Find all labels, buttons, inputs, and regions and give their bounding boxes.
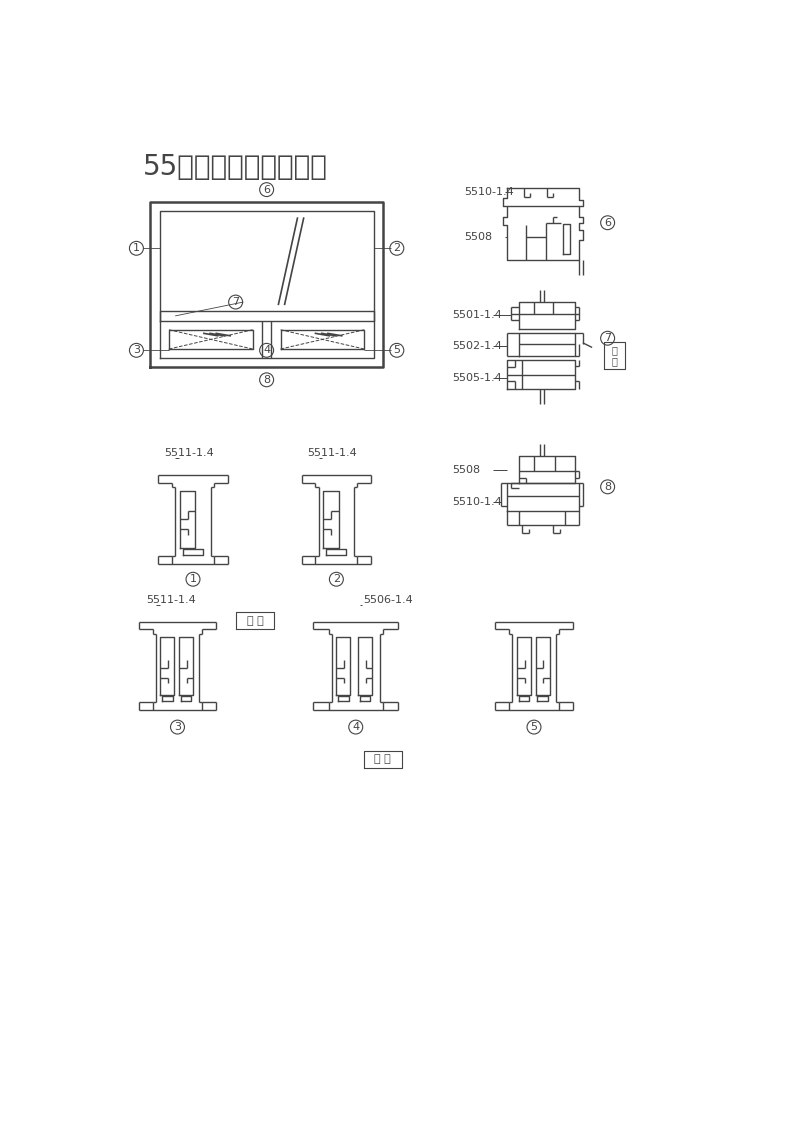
Text: 4: 4 (352, 722, 359, 732)
Text: 5508: 5508 (453, 465, 481, 475)
Text: 5502-1.4: 5502-1.4 (453, 340, 502, 351)
Text: 1: 1 (133, 243, 140, 253)
Text: 7: 7 (604, 334, 611, 343)
Text: 3: 3 (133, 345, 140, 355)
Text: 2: 2 (394, 243, 400, 253)
Text: 5505-1.4: 5505-1.4 (453, 373, 502, 383)
Text: 8: 8 (604, 482, 611, 492)
Text: 5501-1.4: 5501-1.4 (453, 310, 502, 320)
Text: 1: 1 (190, 575, 197, 585)
Text: 5508: 5508 (464, 232, 492, 242)
Text: 55系列外平开窗结构图: 55系列外平开窗结构图 (142, 154, 327, 181)
Text: 5510-1.4: 5510-1.4 (453, 498, 502, 507)
Text: 5511-1.4: 5511-1.4 (164, 448, 214, 458)
Text: 4: 4 (263, 345, 270, 355)
Text: 2: 2 (333, 575, 340, 585)
Text: 3: 3 (174, 722, 181, 732)
Text: 室 外: 室 外 (374, 754, 391, 765)
Text: 5510-1.4: 5510-1.4 (464, 187, 514, 197)
Text: 8: 8 (263, 374, 270, 385)
Text: 5506-1.4: 5506-1.4 (363, 595, 414, 605)
Text: 5: 5 (530, 722, 538, 732)
Text: 5511-1.4: 5511-1.4 (146, 595, 196, 605)
Text: 室 外: 室 外 (246, 615, 263, 625)
Text: 6: 6 (263, 184, 270, 195)
Text: 6: 6 (604, 218, 611, 227)
Text: 5511-1.4: 5511-1.4 (308, 448, 358, 458)
Text: 室
外: 室 外 (612, 345, 618, 366)
Text: 5: 5 (394, 345, 400, 355)
Text: 7: 7 (232, 297, 239, 307)
